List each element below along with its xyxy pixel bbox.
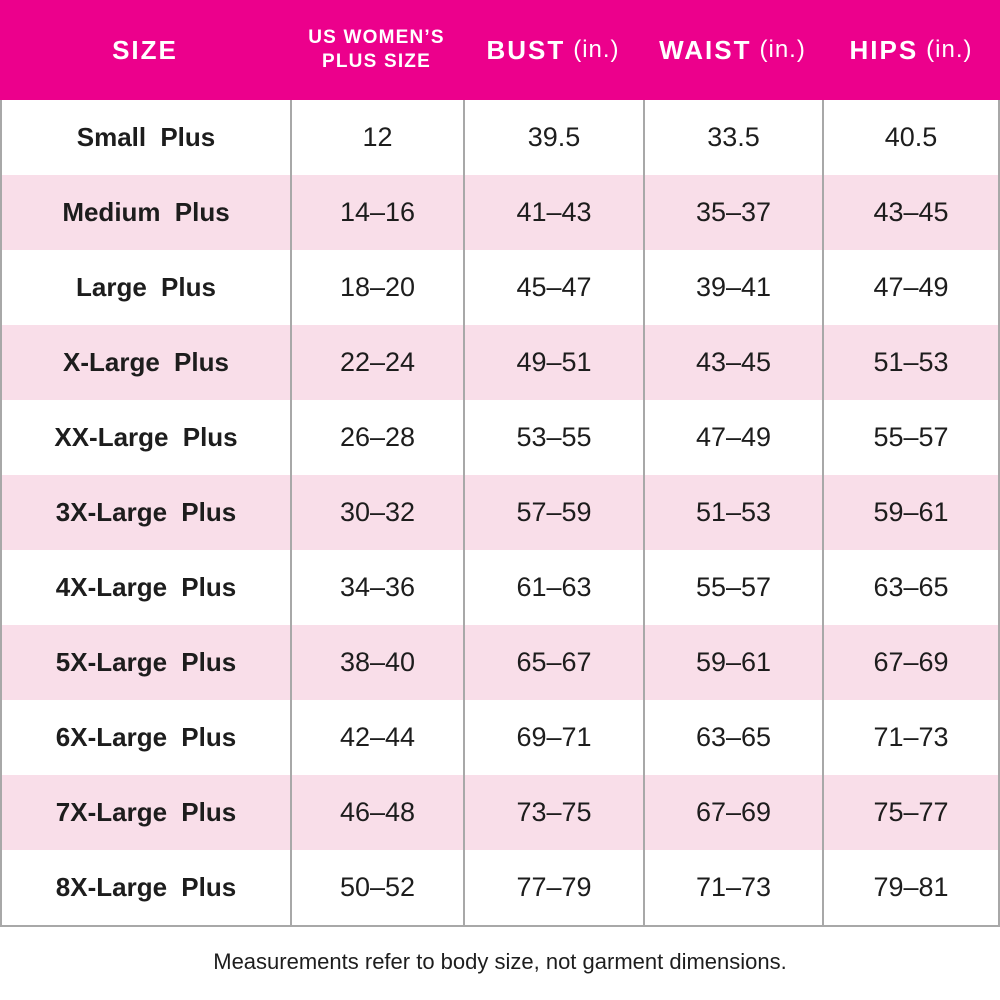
us-size-value: 18–20	[292, 250, 465, 325]
table-row-xx-large-plus: XX-Large Plus 26–28 53–55 47–49 55–57	[2, 400, 998, 475]
header-waist-unit: (in.)	[759, 36, 806, 63]
hips-value: 47–49	[873, 272, 949, 302]
hips-value: 51–53	[873, 347, 949, 377]
hips-value: 43–45	[873, 197, 949, 227]
size-label: Small Plus	[2, 100, 292, 175]
table-row-7x-large-plus: 7X-Large Plus 46–48 73–75 67–69 75–77	[2, 775, 998, 850]
footnote: Measurements refer to body size, not gar…	[213, 949, 787, 974]
us-size-value: 38–40	[292, 625, 465, 700]
waist-value: 51–53	[645, 475, 824, 550]
us-size-value: 50–52	[292, 850, 465, 925]
table-row-medium-plus: Medium Plus 14–16 41–43 35–37 43–45	[2, 175, 998, 250]
us-size-value: 42–44	[292, 700, 465, 775]
header-us-plus-size: US WOMEN’S PLUS SIZE	[290, 26, 463, 74]
hips-value: 63–65	[873, 572, 949, 602]
size-label: Medium Plus	[2, 175, 292, 250]
table-row-4x-large-plus: 4X-Large Plus 34–36 61–63 55–57 63–65	[2, 550, 998, 625]
bust-value: 57–59	[465, 475, 645, 550]
header-hips-unit: (in.)	[926, 36, 973, 63]
bust-value: 49–51	[465, 325, 645, 400]
bust-value: 61–63	[465, 550, 645, 625]
header-bust-label: BUST	[486, 34, 566, 65]
us-size-value: 30–32	[292, 475, 465, 550]
us-size-value: 22–24	[292, 325, 465, 400]
hips-value: 71–73	[873, 722, 949, 752]
hips-value: 67–69	[873, 647, 949, 677]
table-row-3x-large-plus: 3X-Large Plus 30–32 57–59 51–53 59–61	[2, 475, 998, 550]
waist-value: 35–37	[645, 175, 824, 250]
table-row-large-plus: Large Plus 18–20 45–47 39–41 47–49	[2, 250, 998, 325]
table-body: Small Plus 12 39.5 33.5 40.5 Medium Plus…	[0, 100, 1000, 927]
bust-value: 73–75	[465, 775, 645, 850]
table-header: SIZE US WOMEN’S PLUS SIZE BUST (in.) WAI…	[0, 0, 1000, 100]
size-label: 3X-Large Plus	[2, 475, 292, 550]
waist-value: 59–61	[645, 625, 824, 700]
waist-value: 33.5	[645, 100, 824, 175]
table-row-8x-large-plus: 8X-Large Plus 50–52 77–79 71–73 79–81	[2, 850, 998, 925]
header-us-line2: PLUS SIZE	[322, 51, 431, 72]
bust-value: 77–79	[465, 850, 645, 925]
size-label: XX-Large Plus	[2, 400, 292, 475]
hips-value: 79–81	[873, 872, 949, 902]
bust-value: 65–67	[465, 625, 645, 700]
size-label: 5X-Large Plus	[2, 625, 292, 700]
header-hips: HIPS (in.)	[822, 35, 1000, 66]
table-row-x-large-plus: X-Large Plus 22–24 49–51 43–45 51–53	[2, 325, 998, 400]
header-hips-label: HIPS	[849, 34, 919, 65]
us-size-value: 26–28	[292, 400, 465, 475]
header-size: SIZE	[112, 34, 178, 65]
size-label: X-Large Plus	[2, 325, 292, 400]
size-label: 8X-Large Plus	[2, 850, 292, 925]
us-size-value: 34–36	[292, 550, 465, 625]
hips-value: 59–61	[873, 497, 949, 527]
waist-value: 55–57	[645, 550, 824, 625]
waist-value: 47–49	[645, 400, 824, 475]
table-row-small-plus: Small Plus 12 39.5 33.5 40.5	[2, 100, 998, 175]
hips-value: 40.5	[884, 122, 938, 152]
header-bust: BUST (in.)	[463, 35, 643, 66]
header-waist: WAIST (in.)	[643, 35, 822, 66]
size-label: 7X-Large Plus	[2, 775, 292, 850]
waist-value: 39–41	[645, 250, 824, 325]
table-row-5x-large-plus: 5X-Large Plus 38–40 65–67 59–61 67–69	[2, 625, 998, 700]
waist-value: 63–65	[645, 700, 824, 775]
hips-value: 55–57	[873, 422, 949, 452]
waist-value: 67–69	[645, 775, 824, 850]
header-us-line1: US WOMEN’S	[308, 27, 445, 49]
header-bust-unit: (in.)	[573, 36, 620, 63]
header-waist-label: WAIST	[659, 34, 752, 65]
us-size-value: 14–16	[292, 175, 465, 250]
us-size-value: 46–48	[292, 775, 465, 850]
bust-value: 53–55	[465, 400, 645, 475]
table-row-6x-large-plus: 6X-Large Plus 42–44 69–71 63–65 71–73	[2, 700, 998, 775]
bust-value: 39.5	[465, 100, 645, 175]
bust-value: 41–43	[465, 175, 645, 250]
bust-value: 45–47	[465, 250, 645, 325]
waist-value: 71–73	[645, 850, 824, 925]
waist-value: 43–45	[645, 325, 824, 400]
size-label: Large Plus	[2, 250, 292, 325]
size-label: 4X-Large Plus	[2, 550, 292, 625]
bust-value: 69–71	[465, 700, 645, 775]
size-label: 6X-Large Plus	[2, 700, 292, 775]
us-size-value: 12	[292, 100, 465, 175]
hips-value: 75–77	[873, 797, 949, 827]
